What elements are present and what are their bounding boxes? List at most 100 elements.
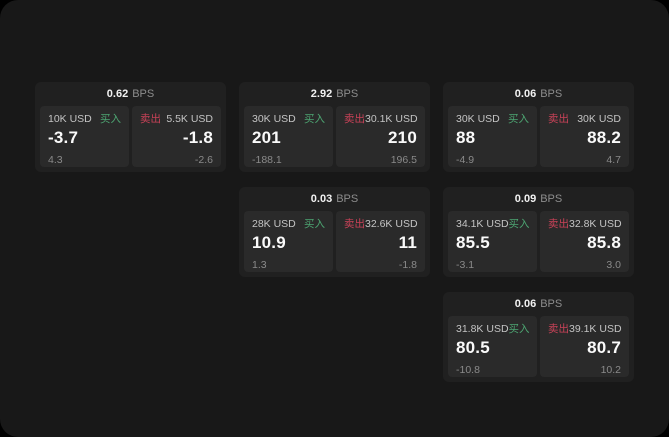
- sell-price: 85.8: [587, 233, 621, 252]
- price-panels: 34.1K USD 买入 85.5 -3.1 卖出 32.8K USD 85.8…: [448, 211, 629, 272]
- buy-tag: 买入: [508, 113, 529, 125]
- bps-header: 0.06 BPS: [448, 82, 629, 106]
- sell-panel[interactable]: 卖出 5.5K USD -1.8 -2.6: [132, 106, 221, 167]
- sell-panel-top: 卖出 30K USD: [548, 113, 621, 125]
- buy-tag: 买入: [304, 113, 325, 125]
- sell-delta: 10.2: [600, 364, 621, 376]
- sell-panel[interactable]: 卖出 30K USD 88.2 4.7: [540, 106, 629, 167]
- buy-tag: 买入: [100, 113, 121, 125]
- bps-value: 0.06: [514, 298, 537, 310]
- buy-price: 10.9: [252, 233, 286, 252]
- bps-unit-label: BPS: [540, 193, 563, 205]
- bps-header: 0.06 BPS: [448, 292, 629, 316]
- bps-value: 0.06: [514, 88, 537, 100]
- buy-price: 88: [456, 128, 476, 147]
- sell-tag: 卖出: [344, 113, 365, 125]
- bps-value: 0.62: [106, 88, 129, 100]
- buy-panel-top: 28K USD 买入: [252, 218, 325, 230]
- sell-price: 80.7: [587, 338, 621, 357]
- sell-delta: 196.5: [390, 154, 417, 166]
- sell-price: 88.2: [587, 128, 621, 147]
- bps-header: 0.03 BPS: [244, 187, 425, 211]
- buy-delta: 1.3: [252, 259, 267, 271]
- sell-delta: -2.6: [194, 154, 213, 166]
- sell-panel-top: 卖出 39.1K USD: [548, 323, 622, 335]
- bps-value: 0.09: [514, 193, 537, 205]
- quote-card: 0.09 BPS 34.1K USD 买入 85.5 -3.1 卖出 32.8K…: [443, 187, 634, 277]
- buy-price: 80.5: [456, 338, 490, 357]
- buy-delta: -188.1: [252, 154, 282, 166]
- price-panels: 30K USD 买入 88 -4.9 卖出 30K USD 88.2 4.7: [448, 106, 629, 167]
- sell-price: -1.8: [182, 128, 213, 147]
- sell-amount: 32.8K USD: [569, 218, 622, 230]
- buy-panel-top: 30K USD 买入: [252, 113, 325, 125]
- quote-card: 0.06 BPS 31.8K USD 买入 80.5 -10.8 卖出 39.1…: [443, 292, 634, 382]
- buy-panel-top: 34.1K USD 买入: [456, 218, 530, 230]
- quote-cards-grid: 0.62 BPS 10K USD 买入 -3.7 4.3 卖出 5.5K USD: [35, 82, 634, 382]
- quote-card: 0.62 BPS 10K USD 买入 -3.7 4.3 卖出 5.5K USD: [35, 82, 226, 172]
- sell-amount: 30.1K USD: [365, 113, 418, 125]
- buy-panel-top: 30K USD 买入: [456, 113, 529, 125]
- sell-panel-top: 卖出 5.5K USD: [140, 113, 213, 125]
- bps-unit-label: BPS: [540, 298, 563, 310]
- sell-amount: 30K USD: [577, 113, 621, 125]
- buy-delta: -3.1: [456, 259, 475, 271]
- buy-amount: 30K USD: [252, 113, 296, 125]
- buy-tag: 买入: [304, 218, 325, 230]
- sell-panel-top: 卖出 32.6K USD: [344, 218, 418, 230]
- buy-amount: 34.1K USD: [456, 218, 509, 230]
- sell-tag: 卖出: [344, 218, 365, 230]
- bps-header: 0.09 BPS: [448, 187, 629, 211]
- quote-card: 0.06 BPS 30K USD 买入 88 -4.9 卖出 30K USD: [443, 82, 634, 172]
- sell-amount: 5.5K USD: [166, 113, 213, 125]
- quote-card: 2.92 BPS 30K USD 买入 201 -188.1 卖出 30.1K …: [239, 82, 430, 172]
- price-panels: 10K USD 买入 -3.7 4.3 卖出 5.5K USD -1.8 -2.…: [40, 106, 221, 167]
- sell-price: 210: [388, 128, 417, 147]
- sell-tag: 卖出: [548, 218, 569, 230]
- sell-amount: 39.1K USD: [569, 323, 622, 335]
- sell-delta: -1.8: [398, 259, 417, 271]
- buy-price: 85.5: [456, 233, 490, 252]
- bps-unit-label: BPS: [336, 193, 359, 205]
- buy-delta: 4.3: [48, 154, 63, 166]
- sell-tag: 卖出: [548, 323, 569, 335]
- sell-delta: 3.0: [606, 259, 621, 271]
- sell-delta: 4.7: [606, 154, 621, 166]
- bps-value: 2.92: [310, 88, 333, 100]
- buy-delta: -4.9: [456, 154, 475, 166]
- buy-price: -3.7: [48, 128, 79, 147]
- sell-panel[interactable]: 卖出 32.8K USD 85.8 3.0: [540, 211, 629, 272]
- sell-tag: 卖出: [548, 113, 569, 125]
- sell-panel[interactable]: 卖出 30.1K USD 210 196.5: [336, 106, 425, 167]
- buy-amount: 28K USD: [252, 218, 296, 230]
- buy-tag: 买入: [508, 323, 530, 335]
- buy-panel[interactable]: 10K USD 买入 -3.7 4.3: [40, 106, 129, 167]
- sell-amount: 32.6K USD: [365, 218, 418, 230]
- buy-amount: 30K USD: [456, 113, 500, 125]
- sell-panel[interactable]: 卖出 32.6K USD 11 -1.8: [336, 211, 425, 272]
- sell-tag: 卖出: [140, 113, 161, 125]
- buy-price: 201: [252, 128, 281, 147]
- price-panels: 31.8K USD 买入 80.5 -10.8 卖出 39.1K USD 80.…: [448, 316, 629, 377]
- bps-header: 2.92 BPS: [244, 82, 425, 106]
- sell-panel[interactable]: 卖出 39.1K USD 80.7 10.2: [540, 316, 629, 377]
- buy-delta: -10.8: [456, 364, 480, 376]
- buy-panel[interactable]: 30K USD 买入 88 -4.9: [448, 106, 537, 167]
- bps-unit-label: BPS: [336, 88, 359, 100]
- sell-panel-top: 卖出 30.1K USD: [344, 113, 418, 125]
- buy-tag: 买入: [508, 218, 530, 230]
- bps-unit-label: BPS: [132, 88, 155, 100]
- bps-value: 0.03: [310, 193, 333, 205]
- buy-panel[interactable]: 34.1K USD 买入 85.5 -3.1: [448, 211, 537, 272]
- quote-card: 0.03 BPS 28K USD 买入 10.9 1.3 卖出 32.6K US…: [239, 187, 430, 277]
- buy-panel[interactable]: 30K USD 买入 201 -188.1: [244, 106, 333, 167]
- buy-panel-top: 10K USD 买入: [48, 113, 121, 125]
- sell-panel-top: 卖出 32.8K USD: [548, 218, 622, 230]
- buy-panel[interactable]: 31.8K USD 买入 80.5 -10.8: [448, 316, 537, 377]
- sell-price: 11: [398, 233, 417, 252]
- buy-amount: 10K USD: [48, 113, 92, 125]
- price-panels: 30K USD 买入 201 -188.1 卖出 30.1K USD 210 1…: [244, 106, 425, 167]
- buy-panel[interactable]: 28K USD 买入 10.9 1.3: [244, 211, 333, 272]
- price-panels: 28K USD 买入 10.9 1.3 卖出 32.6K USD 11 -1.8: [244, 211, 425, 272]
